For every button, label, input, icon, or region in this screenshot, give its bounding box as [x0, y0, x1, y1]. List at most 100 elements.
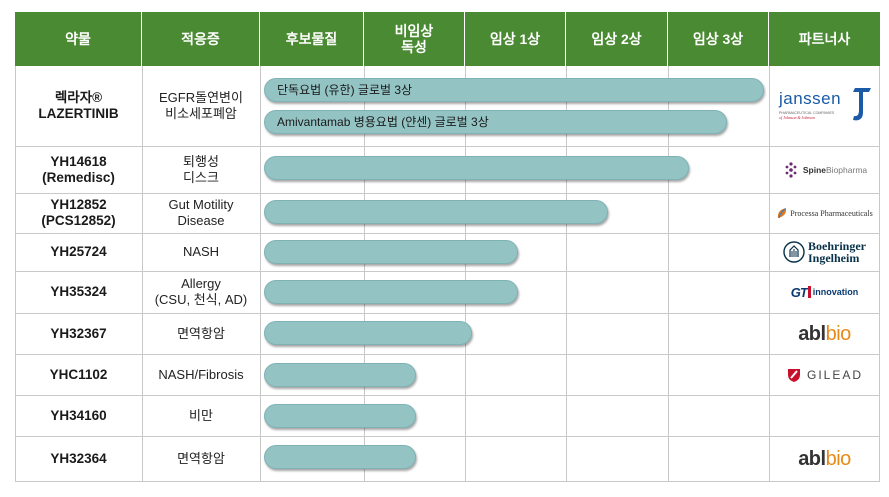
header-indication-label: 적응증 [181, 31, 220, 47]
header-partner: 파트너사 [769, 12, 880, 66]
svg-text:janssen: janssen [778, 89, 841, 108]
drug-code: YH32367 [50, 325, 107, 341]
drug-alias: (PCS12852) [41, 213, 116, 228]
partner-name-line: Boehringer [808, 239, 866, 253]
grid-line [15, 146, 880, 147]
grid-line [879, 66, 880, 482]
drug-alias: (Remedisc) [42, 169, 115, 185]
bar-label: 단독요법 (유한) 글로벌 3상 [277, 83, 413, 97]
grid-line [15, 233, 880, 234]
progress-bar-combination: Amivantamab 병용요법 (얀센) 글로벌 3상 [264, 110, 727, 134]
indication: 면역항암 [142, 313, 260, 354]
partner-name-bold: abl [798, 322, 826, 345]
partner-logo-ablbio: ablbio [773, 316, 876, 352]
indication-line: Allergy [181, 276, 221, 291]
drug-code: YH12852 [50, 197, 107, 212]
header-partner-label: 파트너사 [798, 31, 851, 47]
header-candidate-label: 후보물질 [285, 31, 338, 47]
header-nonclinical-line1: 비임상 [394, 23, 434, 39]
partner-logo-gi-innovation: GT innovation [773, 275, 876, 309]
progress-bar [264, 404, 416, 428]
grid-line [15, 481, 880, 482]
progress-bar [264, 156, 689, 180]
partner-logo-janssen: janssen PHARMACEUTICAL COMPANIES of John… [773, 70, 876, 142]
header-nonclinical-line2: 독성 [401, 39, 427, 55]
partner-logo-processa: Processa Pharmaceuticals [773, 196, 876, 230]
grid-line [15, 313, 880, 314]
indication: NASH [142, 233, 260, 271]
progress-bar [264, 280, 518, 304]
progress-bar [264, 240, 518, 264]
indication-line: 비만 [189, 407, 213, 423]
progress-bar-monotherapy: 단독요법 (유한) 글로벌 3상 [264, 78, 764, 102]
progress-bar [264, 321, 472, 345]
drug-name: YHC1102 [15, 354, 142, 395]
progress-bar [264, 445, 416, 469]
bar-label: Amivantamab 병용요법 (얀센) 글로벌 3상 [277, 115, 489, 129]
grid-line [15, 436, 880, 437]
partner-name-line: Ingelheim [808, 251, 860, 265]
header-phase1-label: 임상 1상 [489, 31, 541, 47]
drug-code: YH25724 [50, 244, 107, 259]
drug-name: YH35324 [15, 271, 142, 313]
partner-name-light: Biopharma [826, 165, 868, 175]
header-phase3-label: 임상 3상 [692, 31, 744, 47]
header-phase2-label: 임상 2상 [591, 31, 642, 47]
header-phase1: 임상 1상 [465, 12, 566, 66]
indication: NASH/Fibrosis [142, 354, 260, 395]
indication-line: 면역항암 [177, 325, 225, 341]
drug-name: YH12852 (PCS12852) [15, 193, 142, 233]
grid-line [15, 354, 880, 355]
indication-line: 비소세포폐암 [165, 106, 237, 121]
indication-line: 디스크 [183, 169, 219, 185]
svg-text:PHARMACEUTICAL COMPANIES: PHARMACEUTICAL COMPANIES [779, 111, 835, 115]
drug-name: YH25724 [15, 233, 142, 271]
grid-line [15, 193, 880, 194]
header-drug: 약물 [15, 12, 142, 66]
partner-name: GILEAD [806, 368, 863, 382]
spine-dots-icon [785, 162, 797, 178]
partner-logo-ablbio: ablbio [773, 440, 876, 478]
janssen-logo-icon: janssen PHARMACEUTICAL COMPANIES of John… [778, 88, 871, 121]
grid-line [142, 66, 143, 482]
pipeline-table: 약물 적응증 후보물질 비임상 독성 임상 1상 임상 2상 임상 3상 파트너… [15, 12, 880, 482]
drug-name: 렉라자® LAZERTINIB [15, 66, 142, 146]
drug-code: LAZERTINIB [38, 106, 119, 121]
grid-line [566, 66, 567, 482]
indication-line: EGFR돌연변이 [159, 90, 243, 105]
partner-name: innovation [812, 287, 859, 297]
processa-leaf-icon [778, 208, 787, 219]
partner-mark: GT [790, 284, 808, 300]
indication-line: Gut Motility [168, 197, 234, 212]
drug-name: YH32367 [15, 313, 142, 354]
partner-logo-gilead: GILEAD [773, 357, 876, 393]
indication: 비만 [142, 395, 260, 436]
grid-line [465, 66, 466, 482]
gilead-shield-icon [787, 369, 800, 382]
drug-brand-name: 렉라자® [54, 90, 103, 105]
svg-text:of Johnson & Johnson: of Johnson & Johnson [779, 115, 815, 120]
partner-name-light: bio [825, 322, 852, 345]
grid-line [15, 271, 880, 272]
indication: Allergy (CSU, 천식, AD) [142, 271, 260, 313]
header-drug-label: 약물 [65, 31, 91, 47]
indication: Gut Motility Disease [142, 193, 260, 233]
drug-code: YH14618 [50, 153, 107, 169]
header-nonclinical: 비임상 독성 [364, 12, 465, 66]
grid-line [15, 395, 880, 396]
grid-line [668, 66, 669, 482]
grid-line [769, 66, 770, 482]
gi-mark-icon: GT [791, 285, 813, 300]
partner-name-bold: abl [798, 447, 826, 470]
indication: 퇴행성 디스크 [142, 146, 260, 193]
drug-name: YH34160 [15, 395, 142, 436]
drug-code: YH34160 [50, 407, 107, 423]
indication-line: 면역항암 [177, 450, 225, 466]
partner-logo-spine-biopharma: SpineBiopharma [773, 150, 876, 190]
header-phase2: 임상 2상 [566, 12, 668, 66]
partner-name-light: bio [825, 447, 852, 470]
header-phase3: 임상 3상 [668, 12, 769, 66]
partner-logo-boehringer: Boehringer Ingelheim [773, 235, 876, 269]
boehringer-building-icon [783, 241, 805, 263]
drug-name: YH14618 (Remedisc) [15, 146, 142, 193]
